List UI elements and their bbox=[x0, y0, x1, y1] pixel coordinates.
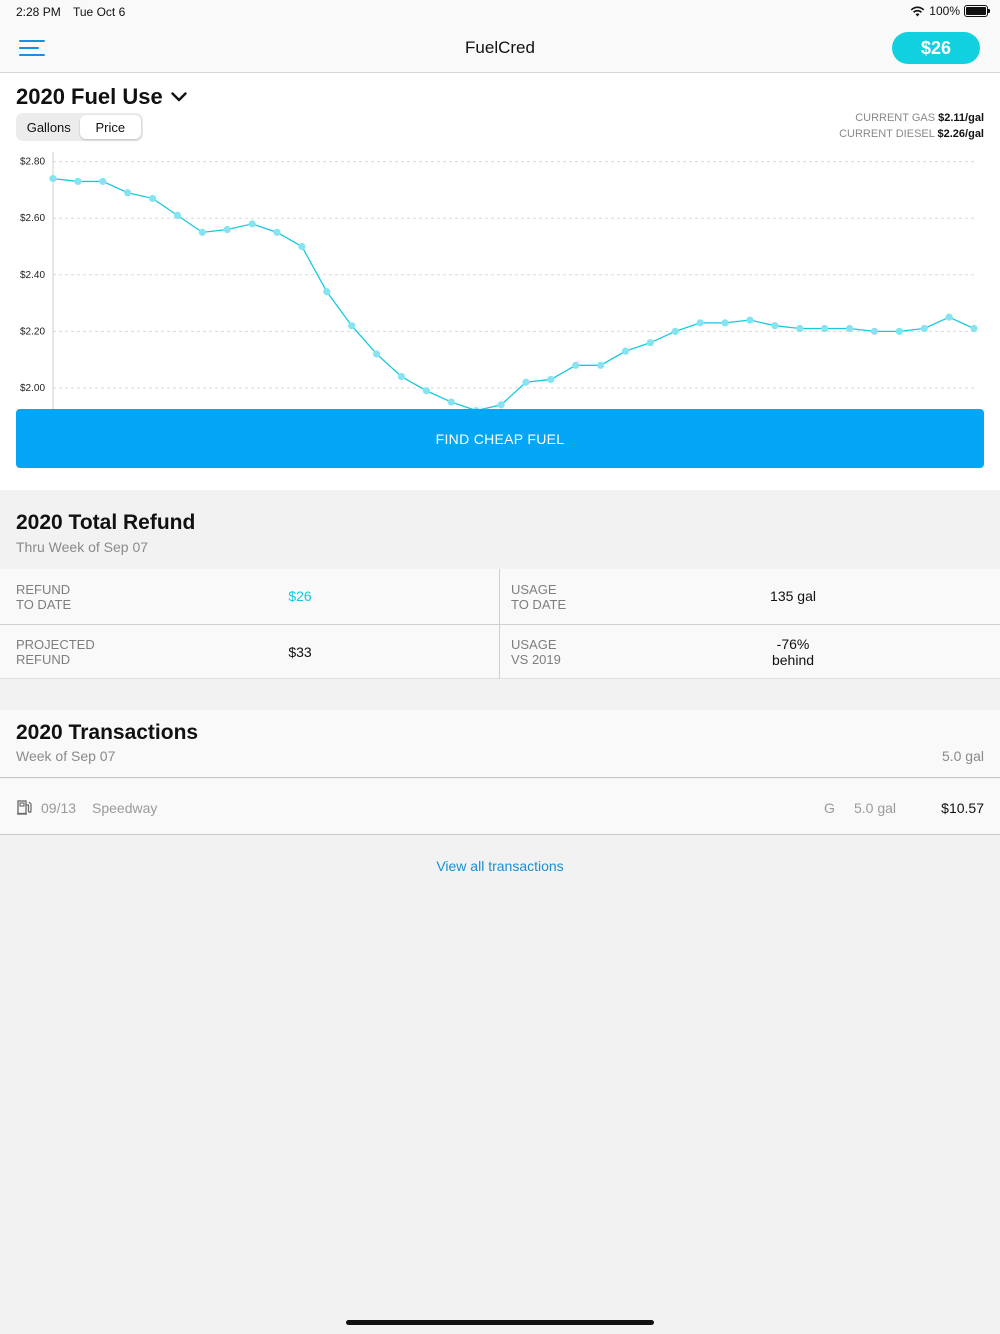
price-data-point bbox=[198, 228, 206, 236]
status-time: 2:28 PM bbox=[16, 5, 61, 19]
price-data-point bbox=[173, 211, 182, 219]
transaction-row[interactable]: 09/13 Speedway G 5.0 gal $10.57 bbox=[0, 779, 1000, 835]
gallons-segment[interactable]: Gallons bbox=[26, 119, 71, 135]
home-indicator[interactable] bbox=[346, 1320, 654, 1325]
transaction-station: Speedway bbox=[92, 800, 158, 816]
projected-refund-value: $33 bbox=[288, 644, 312, 660]
balance-button[interactable]: $26 bbox=[892, 32, 980, 64]
divider bbox=[0, 624, 1000, 625]
app-title: FuelCred bbox=[465, 38, 535, 57]
price-data-point bbox=[422, 387, 430, 395]
y-tick-label: $2.60 bbox=[20, 213, 45, 224]
y-tick-label: $2.20 bbox=[20, 326, 45, 337]
fuel-use-title: 2020 Fuel Use bbox=[16, 84, 163, 109]
refund-to-date-label: REFUND TO DATE bbox=[16, 582, 72, 612]
status-indicators: 100% bbox=[910, 4, 990, 18]
price-series-line bbox=[52, 177, 975, 412]
price-data-point bbox=[646, 339, 655, 347]
price-data-point bbox=[870, 327, 879, 335]
refund-to-date-value: $26 bbox=[288, 588, 312, 604]
price-data-point bbox=[796, 324, 804, 333]
usage-vs-2019-value: -76% behind bbox=[771, 636, 815, 668]
price-data-point bbox=[497, 401, 505, 409]
transaction-date: 09/13 bbox=[41, 800, 77, 816]
price-data-point bbox=[696, 319, 704, 327]
current-prices: CURRENT GAS $2.11/gal CURRENT DIESEL $2.… bbox=[839, 110, 984, 142]
fuel-year-selector[interactable]: 2020 Fuel Use bbox=[16, 84, 187, 110]
price-data-point bbox=[771, 322, 779, 330]
current-diesel-label: CURRENT DIESEL bbox=[839, 128, 935, 140]
refund-subtitle: Thru Week of Sep 07 bbox=[16, 539, 149, 555]
menu-icon bbox=[19, 40, 45, 42]
transaction-grade: G bbox=[824, 800, 835, 816]
price-data-point bbox=[746, 316, 754, 324]
price-data-point bbox=[348, 322, 356, 330]
price-data-point bbox=[895, 327, 903, 335]
price-data-point bbox=[323, 288, 331, 296]
price-data-point bbox=[821, 324, 829, 333]
usage-to-date-value: 135 gal bbox=[770, 588, 816, 604]
find-cheap-fuel-button[interactable]: FIND CHEAP FUEL bbox=[16, 409, 984, 468]
price-data-point bbox=[372, 350, 381, 358]
current-gas-value: $2.11/gal bbox=[938, 112, 984, 124]
price-data-point bbox=[970, 324, 978, 333]
view-all-transactions-link[interactable]: View all transactions bbox=[436, 858, 564, 874]
price-data-point bbox=[298, 242, 306, 251]
price-data-point bbox=[945, 313, 953, 321]
price-data-point bbox=[397, 373, 406, 381]
usage-vs-2019-label: USAGE VS 2019 bbox=[511, 637, 561, 667]
price-segment[interactable]: Price bbox=[79, 115, 141, 139]
price-data-point bbox=[447, 398, 455, 406]
price-data-point bbox=[920, 324, 928, 333]
y-tick-label: $2.00 bbox=[20, 383, 45, 394]
transactions-week-total: 5.0 gal bbox=[941, 748, 984, 764]
price-data-point bbox=[845, 324, 854, 333]
transactions-header: 2020 Transactions Week of Sep 07 5.0 gal bbox=[0, 710, 1000, 778]
projected-refund-label: PROJECTED REFUND bbox=[16, 637, 95, 667]
divider bbox=[499, 569, 500, 679]
gallons-price-toggle: Gallons Price bbox=[16, 113, 143, 141]
usage-to-date-label: USAGE TO DATE bbox=[511, 582, 567, 612]
price-data-point bbox=[49, 175, 57, 183]
current-gas-label: CURRENT GAS bbox=[855, 112, 936, 124]
refund-stats: REFUND TO DATE $26 USAGE TO DATE 135 gal… bbox=[0, 569, 1000, 679]
price-data-point bbox=[273, 228, 281, 236]
battery-icon bbox=[964, 5, 990, 17]
status-date: Tue Oct 6 bbox=[73, 5, 126, 19]
price-data-point bbox=[148, 194, 157, 203]
price-data-point bbox=[671, 327, 679, 335]
price-data-point bbox=[597, 361, 605, 369]
price-data-point bbox=[522, 378, 530, 386]
transaction-amount: $10.57 bbox=[941, 800, 984, 816]
price-data-point bbox=[74, 177, 82, 186]
y-tick-label: $2.80 bbox=[20, 157, 45, 168]
gas-pump-icon bbox=[17, 800, 32, 815]
y-tick-label: $2.40 bbox=[20, 270, 45, 281]
price-data-point bbox=[547, 375, 555, 384]
transactions-week: Week of Sep 07 bbox=[16, 748, 116, 764]
price-data-point bbox=[248, 220, 256, 228]
status-bar: 2:28 PM Tue Oct 6 100% bbox=[0, 0, 1000, 24]
price-data-point bbox=[223, 225, 231, 234]
transactions-title: 2020 Transactions bbox=[16, 721, 199, 744]
price-data-point bbox=[572, 361, 580, 369]
price-data-point bbox=[99, 177, 107, 186]
chevron-down-icon bbox=[171, 92, 187, 102]
transaction-gallons: 5.0 gal bbox=[854, 800, 897, 816]
menu-button[interactable] bbox=[19, 38, 45, 58]
refund-title: 2020 Total Refund bbox=[16, 511, 196, 534]
battery-percent: 100% bbox=[929, 4, 960, 18]
price-data-point bbox=[721, 319, 729, 327]
navigation-bar: FuelCred $26 bbox=[0, 24, 1000, 73]
wifi-icon bbox=[911, 6, 925, 16]
current-diesel-value: $2.26/gal bbox=[937, 128, 984, 140]
price-data-point bbox=[621, 347, 630, 355]
price-data-point bbox=[124, 189, 132, 197]
